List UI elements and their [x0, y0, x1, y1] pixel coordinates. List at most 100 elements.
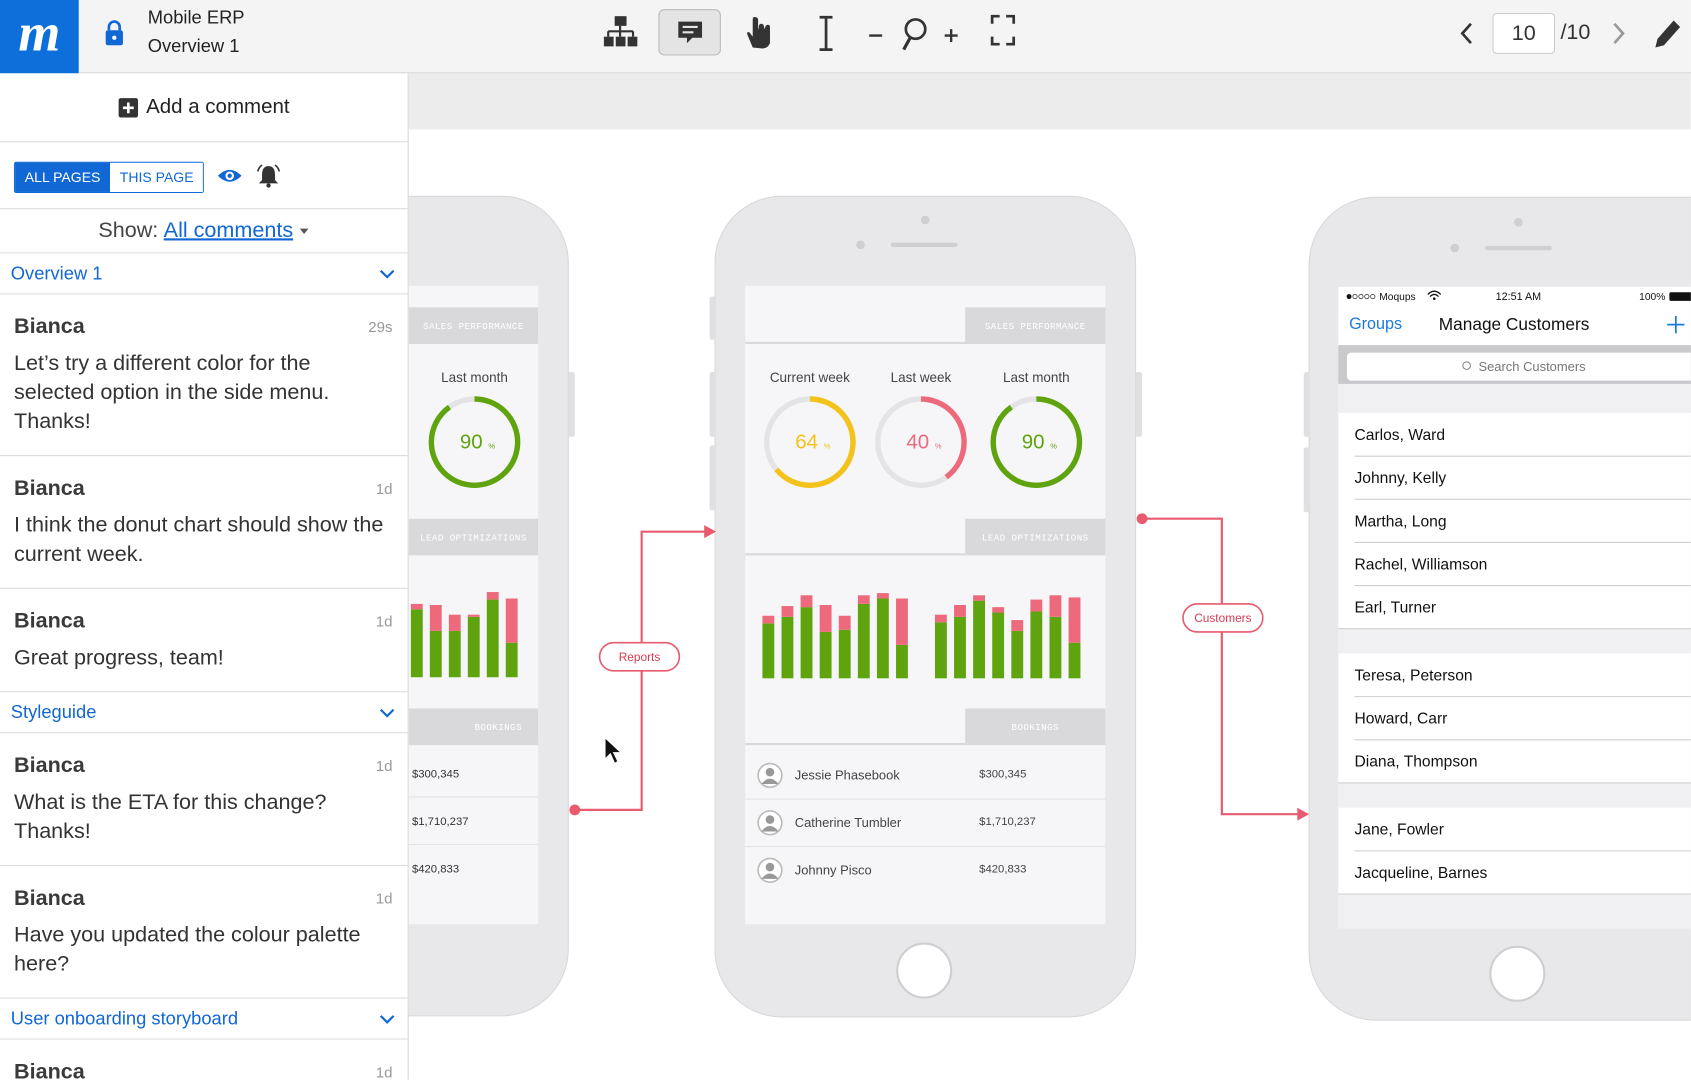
booking-amount: $1,710,237: [412, 816, 469, 828]
link-pill[interactable]: [1182, 603, 1264, 633]
donut-value: 90: [1022, 431, 1045, 454]
battery-icon: [1669, 292, 1691, 301]
chevron: [379, 1014, 395, 1024]
list-group: [1338, 413, 1691, 629]
comment: Bianca 1d: [0, 1040, 408, 1080]
section-label: BOOKINGS: [1012, 722, 1059, 733]
avatar-body: [761, 826, 779, 832]
bar-segment: [505, 598, 518, 643]
page-name: Overview 1: [147, 35, 240, 57]
filter-tab[interactable]: THIS PAGE: [110, 162, 204, 192]
interact-button[interactable]: [744, 11, 774, 56]
section-title: Styleguide: [10, 701, 97, 722]
section-tab: [408, 708, 539, 745]
bar-segment: [429, 604, 442, 631]
section-title: User onboarding storyboard: [10, 1007, 239, 1029]
bar-segment: [467, 616, 480, 678]
comment-time: 1d: [375, 1063, 393, 1080]
filter-tab[interactable]: ALL PAGES: [15, 162, 111, 192]
section-header[interactable]: Styleguide: [0, 692, 408, 734]
bar-segment: [819, 604, 832, 632]
comment-time: 1d: [375, 479, 393, 498]
booking-name: Catherine Tumbler: [795, 815, 902, 830]
add-icon: [119, 97, 139, 118]
link-pill[interactable]: [598, 641, 681, 672]
donut-unit: %: [1050, 442, 1057, 451]
avatar-head: [765, 862, 775, 872]
chevron: [379, 708, 395, 718]
lock-icon: [105, 20, 123, 46]
bar-segment: [1011, 630, 1024, 679]
comment-author: Bianca: [14, 1060, 85, 1080]
previous-page-button[interactable]: [1456, 11, 1478, 56]
comment-time: 1d: [375, 757, 393, 775]
top-bar: m Mobile ERP Overview 1 10 /10: [0, 0, 1691, 74]
bar-segment: [838, 615, 851, 630]
add-comment-button[interactable]: Add a comment: [0, 73, 408, 143]
section-header[interactable]: Overview 1: [0, 253, 408, 295]
carrier: Moqups: [1379, 292, 1415, 303]
comment-text: I think the donut chart should show the …: [14, 513, 384, 567]
bar-segment: [819, 631, 832, 679]
donut-value: 40: [906, 431, 929, 454]
customer-name: Howard, Carr: [1354, 711, 1447, 728]
comment-sections: Overview 1 Bianca 29s Let’s try a different…: [0, 253, 408, 1079]
bar-segment: [973, 595, 986, 601]
customer-name: Jane, Fowler: [1354, 822, 1443, 839]
text-tool-button[interactable]: [815, 11, 837, 56]
signal-dot: [1346, 294, 1352, 300]
dropdown-caret: [299, 228, 309, 235]
bar-segment: [429, 630, 442, 678]
section-label: LEAD OPTIMIZATIONS: [982, 532, 1089, 543]
next-page-button[interactable]: [1608, 11, 1630, 56]
edit-button[interactable]: [1651, 11, 1681, 56]
customer-name: Jacqueline, Barnes: [1354, 865, 1487, 882]
bar-segment: [1068, 642, 1081, 679]
bar-segment: [448, 614, 461, 631]
customer-name: Johnny, Kelly: [1354, 470, 1446, 487]
comment-author: Bianca: [14, 609, 85, 634]
customer-name: Diana, Thompson: [1354, 754, 1477, 771]
comment-author: Bianca: [14, 753, 85, 778]
logo[interactable]: m: [0, 0, 79, 74]
bar-segment: [934, 614, 947, 623]
avatar-body: [761, 778, 779, 784]
bar-segment: [467, 614, 480, 617]
link-label: Customers: [1194, 611, 1251, 625]
comments-button[interactable]: [658, 9, 723, 58]
avatar-head: [765, 815, 775, 824]
signal-dot: [1364, 294, 1370, 300]
booking-amount: $420,833: [412, 863, 459, 875]
zoom-controls[interactable]: [865, 11, 967, 56]
phone: [408, 195, 575, 1017]
wifi-icon: [1427, 290, 1442, 298]
comment-text: Let’s try a different color for the sele…: [14, 351, 330, 434]
visibility-toggle[interactable]: [216, 165, 244, 187]
bar-segment: [896, 644, 908, 679]
customer-name: Carlos, Ward: [1354, 427, 1445, 444]
connector-arrow: [704, 525, 717, 539]
page-input[interactable]: 10: [1492, 12, 1556, 54]
bar-segment: [762, 623, 775, 679]
donut-arc: [428, 396, 521, 488]
bar-segment: [1049, 595, 1062, 617]
app-name: Mobile ERP: [147, 7, 245, 29]
notifications-toggle[interactable]: [256, 163, 282, 189]
booking-amount: $300,345: [979, 769, 1026, 781]
filter-tabs: ALL PAGES THIS PAGE: [14, 161, 205, 194]
customer-name: Teresa, Peterson: [1354, 667, 1472, 684]
section-header[interactable]: User onboarding storyboard: [0, 999, 408, 1040]
section-tab: [408, 518, 539, 555]
donut-value: 64: [795, 431, 818, 454]
status-bar: [1338, 286, 1691, 346]
bar-segment: [486, 592, 499, 600]
donut-label: Last month: [441, 370, 508, 385]
comment-author: Bianca: [14, 886, 85, 911]
booking-amount: $420,833: [979, 863, 1026, 875]
fullscreen-button[interactable]: [989, 11, 1017, 56]
bar-segment: [762, 615, 775, 624]
sitemap-button[interactable]: [602, 11, 641, 56]
booking-amount: $300,345: [412, 769, 459, 781]
show-dropdown[interactable]: All comments: [163, 218, 294, 243]
